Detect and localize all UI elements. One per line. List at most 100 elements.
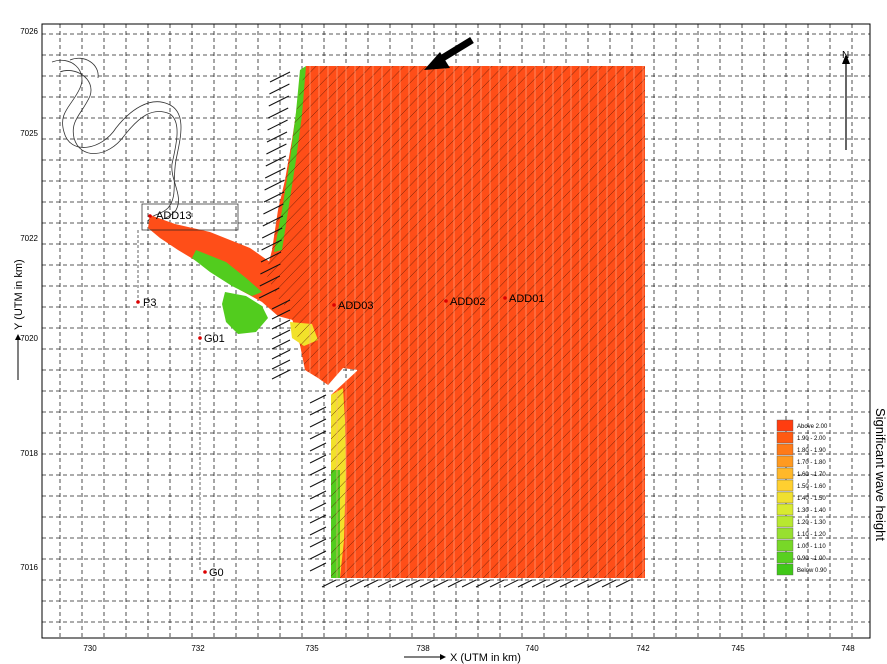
wave-vector [261, 239, 282, 251]
legend-swatch [776, 563, 794, 576]
wave-vector [269, 83, 290, 95]
wave-vector [545, 579, 561, 588]
hatch-line [266, 66, 510, 578]
hatch-line [549, 66, 645, 578]
hatch-line [266, 66, 620, 578]
hatch-line [266, 66, 499, 578]
legend-label: 1.90 - 2.00 [797, 436, 826, 442]
wave-vector [267, 107, 289, 119]
hatch-line [266, 66, 565, 578]
station-add13: ADD13 [156, 210, 191, 222]
wave-vector [271, 329, 291, 340]
y-tick-label: 7025 [20, 129, 38, 138]
hatch-line [450, 66, 645, 578]
hatch-line [395, 66, 645, 578]
legend-label: Below 0.90 [797, 568, 827, 574]
wave-vector [309, 526, 327, 536]
wave-vector [335, 579, 351, 588]
wave-vector [267, 119, 288, 131]
estuary-band-yellow [290, 322, 318, 346]
x-tick-label: 738 [416, 644, 430, 653]
wave-vector [559, 579, 575, 588]
x-axis-label: X (UTM in km) [450, 652, 521, 664]
legend-label: 1.70 - 1.80 [797, 460, 826, 466]
legend-label: Above 2.00 [797, 424, 828, 430]
hatch-line [472, 66, 645, 578]
hatch-line [266, 66, 422, 578]
shore-band-green [274, 66, 306, 252]
wave-vector [309, 430, 327, 440]
wave-vector [260, 263, 281, 275]
wave-vector [377, 579, 393, 588]
legend-swatch [776, 515, 794, 528]
hatch-line [266, 66, 576, 578]
hatch-line [266, 66, 587, 578]
wave-vector [309, 490, 327, 500]
wave-vector [262, 215, 284, 227]
wave-vectors [258, 71, 631, 588]
mesh-lines [309, 66, 644, 578]
y-tick-label: 7026 [20, 27, 38, 36]
north-arrow: N [842, 50, 850, 150]
estuary-domain [148, 215, 345, 322]
wave-vector [271, 339, 291, 350]
wave-vector [263, 191, 285, 203]
wave-vector [503, 579, 519, 588]
hatch-line [362, 66, 645, 578]
hatch-line [351, 66, 645, 578]
hatch-line [329, 66, 645, 578]
wave-domain [266, 66, 645, 578]
legend-swatch [776, 479, 794, 492]
hatch-line [296, 66, 645, 578]
wave-vector [266, 131, 288, 143]
hatch-line [266, 66, 609, 578]
wave-vector [447, 579, 463, 588]
hatch-line [318, 66, 645, 578]
wave-vector [271, 299, 291, 310]
station-markers: ADD13 P3 G01 G0 ADD03 ADD02 ADD01 [136, 203, 544, 579]
legend-swatch [776, 491, 794, 504]
north-label: N [842, 50, 849, 61]
legend-label: 1.10 - 1.20 [797, 532, 826, 538]
hatch-line [266, 66, 433, 578]
wave-vector [517, 579, 533, 588]
wave-vector [573, 579, 589, 588]
x-tick-labels: 730 732 735 738 740 742 745 748 [83, 644, 855, 653]
hatch-line [266, 66, 477, 578]
y-tick-labels: 7026 7025 7022 7020 7018 7016 [20, 27, 38, 572]
wave-vector [309, 478, 327, 488]
station-p3: P3 [143, 297, 156, 309]
wave-vector [309, 442, 327, 452]
station-add01: ADD01 [509, 293, 544, 305]
hatch-line [483, 66, 645, 578]
hatch-line [417, 66, 645, 578]
wave-vector [258, 287, 280, 299]
wave-vector [271, 349, 291, 360]
wave-vector [615, 579, 631, 588]
hatch-line [266, 66, 645, 578]
wave-vector [321, 579, 337, 588]
incoming-wave-arrow [424, 37, 474, 70]
hatch-line [266, 66, 378, 578]
wave-vector [268, 95, 290, 107]
wave-vector [601, 579, 617, 588]
wave-vector [271, 319, 291, 330]
legend-swatch [776, 431, 794, 444]
wave-vector [309, 562, 327, 572]
wave-vector [264, 167, 286, 179]
wave-vector [309, 406, 327, 416]
legend-label: 1.00 - 1.10 [797, 544, 826, 550]
hatch-line [266, 66, 400, 578]
hatch-line [266, 66, 444, 578]
hatch-line [285, 66, 645, 578]
hatch-line [307, 66, 645, 578]
wave-vector [349, 579, 365, 588]
hatch-line [428, 66, 645, 578]
x-tick-label: 730 [83, 644, 97, 653]
x-tick-label: 742 [636, 644, 650, 653]
hatch-line [494, 66, 645, 578]
hatch-line [266, 66, 455, 578]
legend-swatch [776, 539, 794, 552]
wave-vector [266, 143, 287, 155]
